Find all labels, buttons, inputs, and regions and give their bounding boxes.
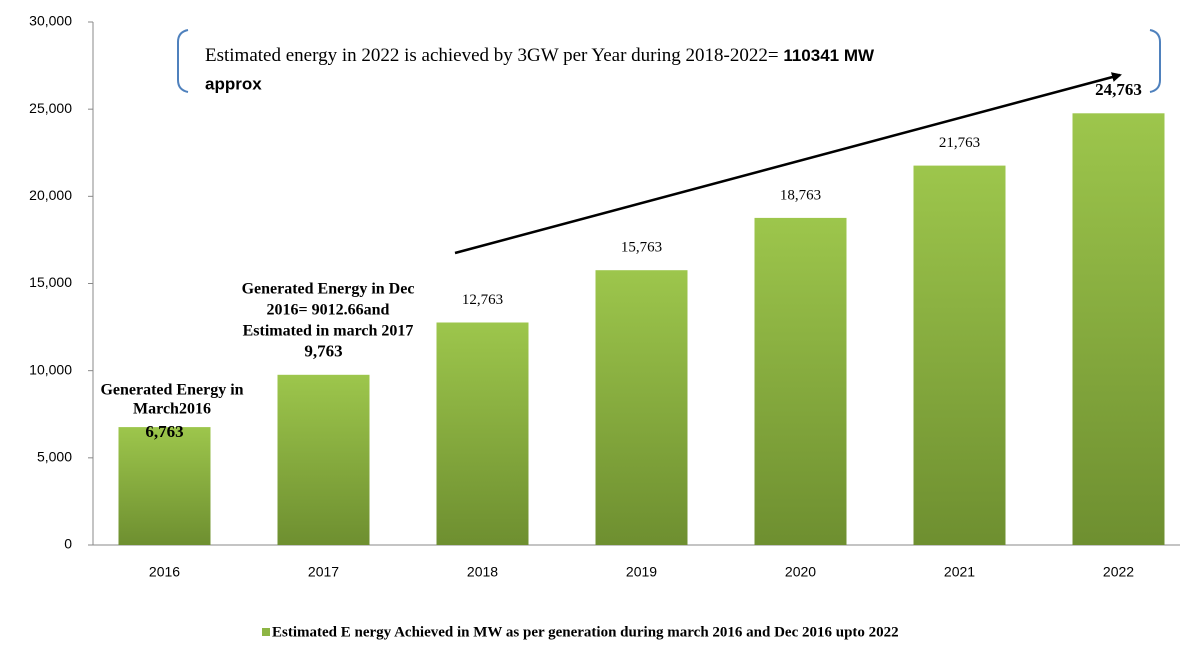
- annotation: Estimated energy in 2022 is achieved by …: [205, 45, 875, 66]
- bar: [118, 427, 211, 545]
- y-tick-label: 30,000: [29, 13, 72, 29]
- x-tick-label: 2016: [149, 564, 180, 580]
- annotation-bold: 110341 MW: [783, 46, 875, 65]
- x-tick-label: 2021: [944, 564, 975, 580]
- annotation: approx: [205, 74, 262, 93]
- data-label: 6,763: [145, 422, 183, 441]
- bar: [754, 217, 847, 545]
- y-tick-label: 15,000: [29, 274, 72, 290]
- y-tick-label: 10,000: [29, 361, 72, 377]
- x-tick-label: 2020: [785, 564, 816, 580]
- bar: [436, 322, 529, 545]
- data-label: 12,763: [462, 292, 503, 308]
- legend-label: Estimated E nergy Achieved in MW as per …: [272, 624, 899, 640]
- x-tick-label: 2019: [626, 564, 657, 580]
- data-label: 24,763: [1095, 80, 1142, 99]
- x-tick-label: 2017: [308, 564, 339, 580]
- x-tick-label: 2018: [467, 564, 498, 580]
- annotation: Generated Energy in Dec: [242, 281, 415, 298]
- x-tick-label: 2022: [1103, 564, 1134, 580]
- y-tick-label: 0: [64, 536, 72, 552]
- right-brace: [1149, 29, 1161, 93]
- legend-swatch: [262, 628, 270, 636]
- bar: [913, 165, 1006, 545]
- annotation: March2016: [133, 401, 211, 418]
- data-label: 9,763: [304, 342, 342, 361]
- data-label: 18,763: [780, 187, 821, 203]
- y-tick-label: 5,000: [37, 449, 72, 465]
- bar: [277, 374, 370, 545]
- annotation: 2016= 9012.66and: [267, 302, 390, 319]
- annotation-text: Estimated energy in 2022 is achieved by …: [205, 45, 783, 66]
- trend-arrow: [454, 72, 1122, 255]
- bar: [595, 270, 688, 545]
- y-tick-label: 20,000: [29, 187, 72, 203]
- bar: [1072, 113, 1165, 545]
- annotation: Estimated in march 2017: [243, 323, 414, 340]
- annotation: Generated Energy in: [100, 382, 243, 399]
- data-label: 15,763: [621, 240, 662, 256]
- data-label: 21,763: [939, 135, 980, 151]
- left-brace: [177, 29, 189, 93]
- y-tick-label: 25,000: [29, 100, 72, 116]
